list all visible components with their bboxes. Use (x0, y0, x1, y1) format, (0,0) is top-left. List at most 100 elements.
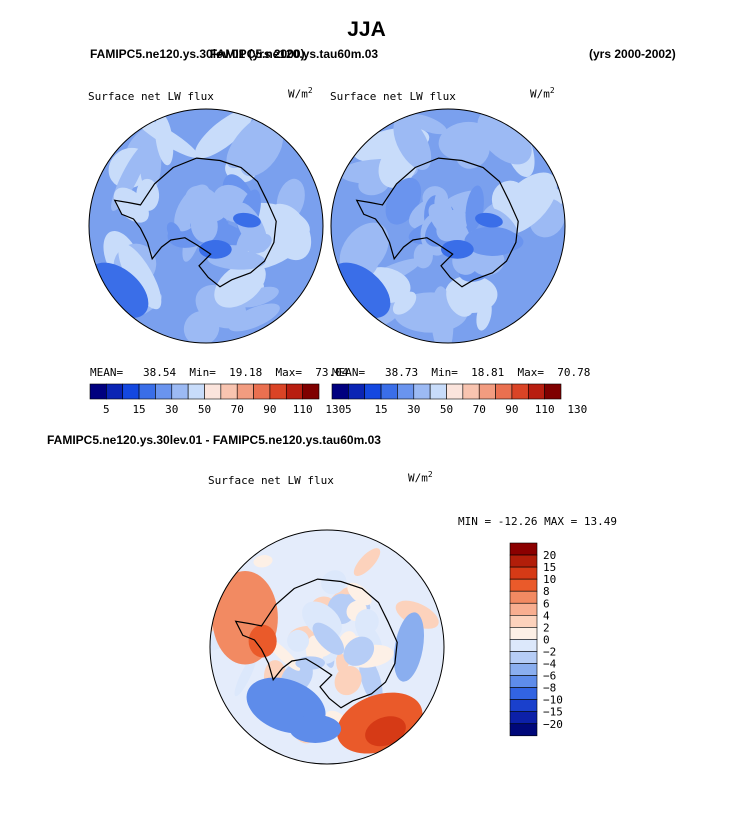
colorbar-3-swatch (509, 687, 538, 700)
colorbar-2-swatch (544, 383, 562, 400)
contour-region (155, 113, 174, 166)
antarctica-coastline (355, 157, 519, 288)
colorbar-1-swatch (269, 383, 287, 400)
case-title-right: FAMIPC5.ne120.ys.tau60m.03 (210, 47, 379, 61)
contour-region (194, 109, 254, 159)
contour-region (438, 121, 494, 161)
colorbar-3-swatch (509, 614, 538, 628)
colorbar-2-tick-label: 50 (440, 403, 453, 416)
contour-region (234, 655, 257, 697)
contour-region (431, 286, 454, 343)
colorbar-1-tick-label: 90 (263, 403, 276, 416)
colorbar-2-swatch (348, 383, 366, 400)
contour-region (446, 281, 475, 317)
colorbar-2-swatch (495, 383, 513, 400)
contour-region (475, 212, 503, 228)
contour-region (355, 609, 379, 634)
years-label: (yrs 2000-2002) (589, 47, 676, 61)
panel2-variable: Surface net LW flux (330, 90, 456, 103)
colorbar-2-tick-label: 70 (473, 403, 486, 416)
colorbar-1-swatch (171, 383, 189, 400)
colorbar-3-tick-label: 8 (543, 585, 550, 598)
colorbar-3-swatch (509, 590, 538, 604)
contour-region (198, 240, 232, 259)
panel2-units: W/m2 (530, 86, 555, 101)
colorbar-3-tick-label: −10 (543, 694, 563, 707)
colorbar-3-tick-label: 6 (543, 597, 550, 610)
colorbar-3-tick-label: −2 (543, 645, 556, 658)
colorbar-2-tick-label: 30 (407, 403, 420, 416)
colorbar-1-tick-label: 130 (325, 403, 345, 416)
diff-title: FAMIPC5.ne120.ys.30lev.01 - FAMIPC5.ne12… (47, 433, 381, 447)
colorbar-2-swatch (478, 383, 496, 400)
map-panel-2-border (330, 108, 566, 344)
figure-title: JJA (347, 18, 386, 41)
colorbar-2-swatch (380, 383, 398, 400)
case-title-left: FAMIPC5.ne120.ys.30lev.01 (yrs 2000) (90, 47, 305, 61)
colorbar-1-swatch (138, 383, 156, 400)
contour-region (287, 629, 310, 652)
contour-region (248, 624, 277, 658)
panel3-minmax: MIN = -12.26 MAX = 13.49 (458, 515, 617, 528)
contour-region (347, 582, 372, 606)
colorbar-3-swatch (509, 578, 538, 592)
colorbar-3-swatch (509, 663, 538, 676)
contour-region (237, 286, 279, 308)
contour-region (312, 622, 345, 655)
colorbar-3-swatch (509, 651, 538, 664)
panel1-variable: Surface net LW flux (88, 90, 214, 103)
colorbar-3-swatch (509, 566, 538, 580)
colorbar-1-tick-label: 70 (231, 403, 244, 416)
colorbar-1-tick-label: 30 (165, 403, 178, 416)
colorbar-1-swatch (285, 383, 303, 400)
colorbar-2-swatch (364, 383, 382, 400)
contour-region (393, 116, 432, 170)
contour-region (365, 716, 406, 747)
colorbar-2-tick-label: 130 (567, 403, 587, 416)
colorbar-3-tick-label: −6 (543, 670, 556, 683)
contour-region (174, 184, 211, 232)
colorbar-3-swatch (509, 602, 538, 616)
colorbar-2-tick-label: 90 (505, 403, 518, 416)
contour-region (253, 555, 273, 568)
contour-region (228, 303, 280, 332)
colorbar-1-swatch (187, 383, 205, 400)
contour-region (139, 126, 162, 193)
colorbar-3-swatch (509, 639, 538, 652)
contour-region (353, 548, 381, 577)
colorbar-1-swatch (220, 383, 238, 400)
colorbar-2-swatch (462, 383, 480, 400)
contour-region (494, 172, 557, 235)
colorbar-1-tick-label: 15 (132, 403, 145, 416)
colorbar-2-swatch (511, 383, 529, 400)
contour-region (343, 636, 375, 666)
contour-region (436, 209, 468, 242)
colorbar-2-swatch (397, 383, 415, 400)
colorbar-3-swatch (509, 554, 538, 568)
colorbar-3-tick-label: −20 (543, 718, 563, 731)
colorbar-3-tick-label: −15 (543, 706, 563, 719)
colorbar-2-swatch (331, 383, 349, 400)
colorbar-1-swatch (106, 383, 124, 400)
contour-region (464, 226, 520, 256)
colorbar-3-swatch (509, 675, 538, 688)
colorbar-3-tick-label: 20 (543, 549, 556, 562)
panel2-stats: MEAN= 38.73 Min= 18.81 Max= 70.78 (332, 366, 591, 379)
panel3-units: W/m2 (408, 470, 433, 485)
contour-region (118, 243, 162, 310)
colorbar-1-tick-label: 5 (103, 403, 110, 416)
colorbar-1-swatch (236, 383, 254, 400)
contour-region (392, 291, 417, 315)
colorbar-2-swatch (413, 383, 431, 400)
contour-region (321, 570, 347, 595)
contour-region (226, 112, 278, 169)
colorbar-3-tick-label: 4 (543, 609, 550, 622)
panel3-variable: Surface net LW flux (208, 474, 334, 487)
colorbar-1-swatch (204, 383, 222, 400)
colorbar-1-swatch (122, 383, 140, 400)
colorbar-2-swatch (429, 383, 447, 400)
map-panel-1-border (88, 108, 324, 344)
colorbar-2-tick-label: 5 (345, 403, 352, 416)
colorbar-2-swatch (527, 383, 545, 400)
